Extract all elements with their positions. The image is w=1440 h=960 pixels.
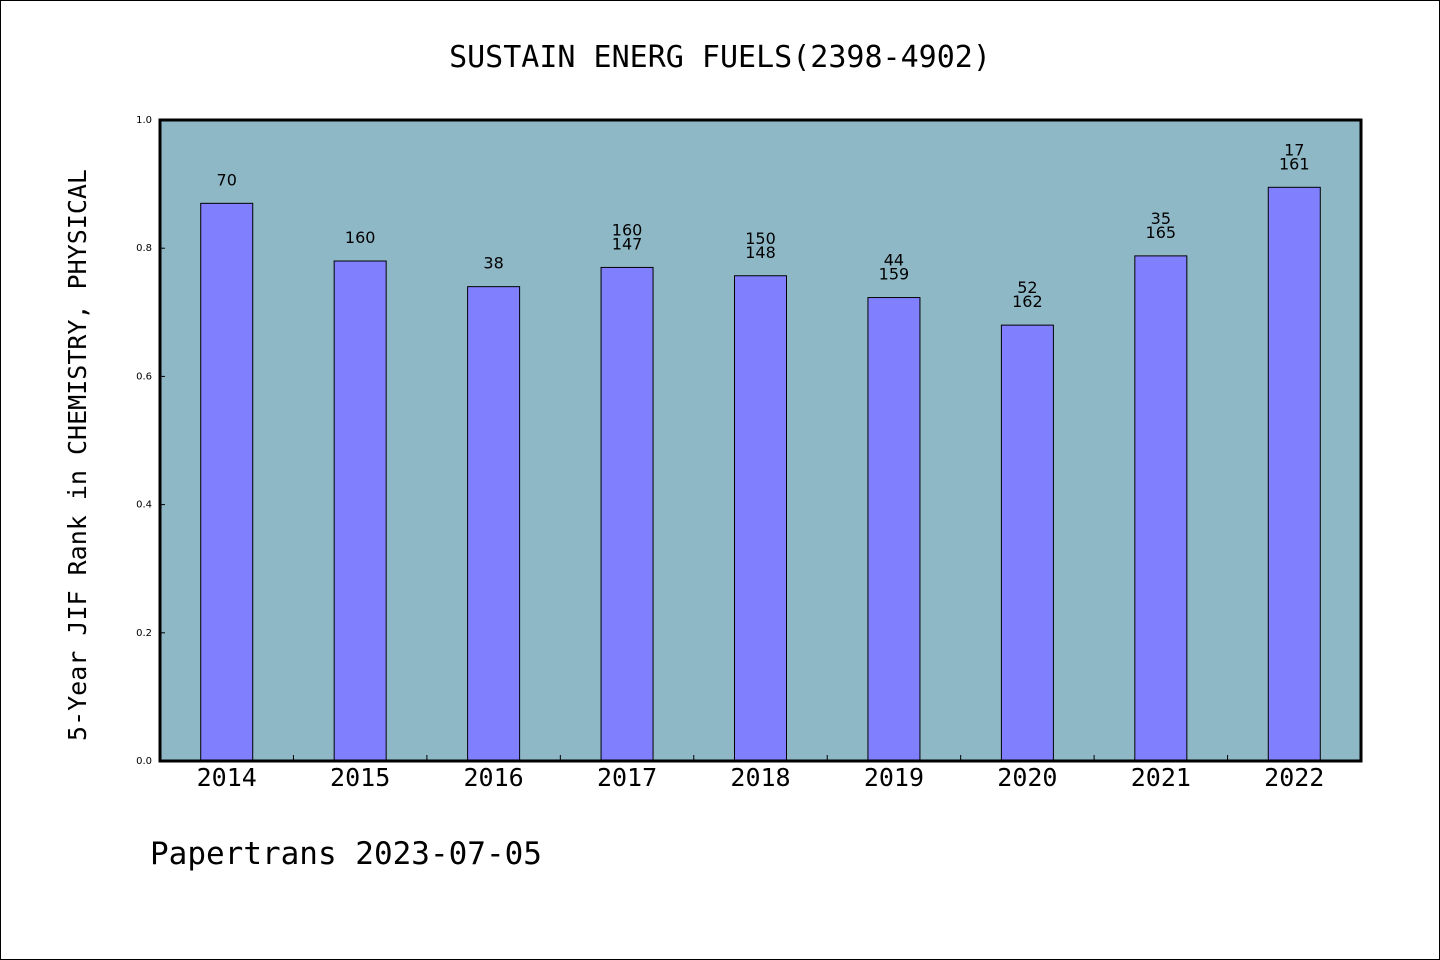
bar-label-2019-2: 159 (879, 265, 910, 284)
bar-label-2017-1: 160 (612, 220, 643, 239)
bar-label-2018-2: 148 (745, 243, 776, 262)
x-tick-label-2020: 2020 (997, 763, 1057, 792)
plot-border (158, 118, 1363, 763)
bar-2018 (734, 275, 787, 762)
bar-2021 (1134, 255, 1188, 762)
bar-2016 (467, 286, 521, 762)
bar-label-2021-2: 165 (1146, 223, 1177, 242)
bar-2014 (200, 202, 254, 762)
x-tick-label-2021: 2021 (1131, 763, 1191, 792)
x-tick-label-2014: 2014 (197, 763, 257, 792)
y-axis-label: 5-Year JIF Rank in CHEMISTRY, PHYSICAL (63, 169, 92, 741)
bar-2019 (867, 297, 921, 762)
x-tick-label-2022: 2022 (1264, 763, 1324, 792)
bar-label-2020-1: 52 (1017, 278, 1037, 297)
bar-label-2021-1: 35 (1151, 209, 1171, 228)
x-tick-label-2017: 2017 (597, 763, 657, 792)
bar-label-2018-1: 150 (745, 229, 776, 248)
bar-2017 (600, 266, 654, 762)
chart-title: SUSTAIN ENERG FUELS(2398-4902) (449, 40, 991, 75)
x-tick-label-2018: 2018 (730, 763, 790, 792)
x-tick-label-2019: 2019 (864, 763, 924, 792)
x-tick-label-2016: 2016 (464, 763, 524, 792)
bar-label-2022-2: 161 (1279, 154, 1310, 173)
bar-2015 (333, 260, 387, 762)
bar-label-2019-1: 44 (884, 251, 904, 270)
bar-label-2022-1: 17 (1284, 140, 1304, 159)
y-tick-label-1: 0.2 (136, 628, 152, 639)
y-tick-label-4: 0.8 (136, 243, 152, 254)
footer-text: Papertrans 2023-07-05 (150, 836, 542, 872)
bar-2022 (1267, 186, 1321, 762)
x-tick-label-2015: 2015 (330, 763, 390, 792)
bar-2020 (1000, 324, 1054, 762)
bar-label-2014-1: 70 (217, 170, 237, 189)
bars-group (200, 186, 1321, 762)
y-tick-label-5: 1.0 (136, 115, 152, 126)
bar-label-2017-2: 147 (612, 234, 643, 253)
bar-label-2020-2: 162 (1012, 292, 1043, 311)
bar-label-2016-1: 38 (483, 254, 503, 273)
y-tick-label-2: 0.4 (136, 500, 152, 511)
bar-label-2015-1: 160 (345, 228, 376, 247)
x-axis-ticks: 2014 2015 2016 2017 2018 2019 2020 2021 2022 (197, 755, 1324, 792)
y-tick-label-3: 0.6 (136, 371, 152, 382)
y-tick-label-0: 0.0 (136, 756, 152, 767)
